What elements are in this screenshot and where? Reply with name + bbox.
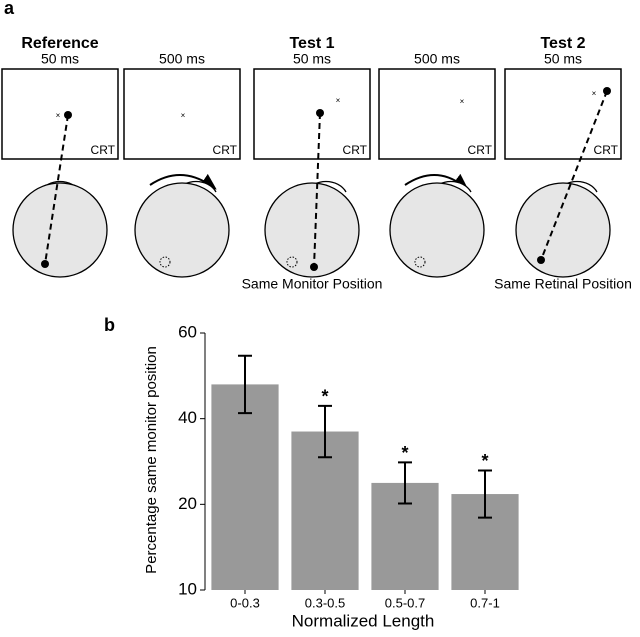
bar [211, 384, 279, 590]
previous-retinal-spot [286, 256, 298, 268]
previous-retinal-spot [159, 256, 171, 268]
fixation-x: × [56, 111, 61, 120]
condition-caption: Same Retinal Position [494, 276, 632, 292]
frame-duration: 50 ms [544, 51, 582, 67]
y-tick-label: 10 [178, 579, 197, 598]
x-tick-label: 0.5-0.7 [385, 595, 425, 610]
fixation-x: × [181, 111, 186, 120]
projection-line [313, 112, 321, 268]
fixation-x: × [336, 96, 341, 105]
projection-line [44, 114, 69, 265]
retina-dot [41, 260, 49, 268]
eye [515, 182, 611, 278]
y-tick-label: 40 [178, 408, 197, 427]
frame-title: Test 1 [289, 35, 334, 52]
y-tick-label: 20 [178, 494, 197, 513]
x-tick-label: 0.3-0.5 [305, 595, 345, 610]
significance-marker: * [401, 443, 408, 463]
monitor-frame [123, 68, 241, 160]
y-tick-label: 60 [178, 322, 197, 341]
x-tick-label: 0.7-1 [470, 595, 500, 610]
significance-marker: * [481, 451, 488, 471]
error-bar [318, 404, 332, 459]
panel-label: b [104, 315, 115, 335]
retina-dot [537, 256, 545, 264]
previous-retinal-spot [414, 256, 426, 268]
frame-title: Reference [21, 35, 98, 52]
frame-duration: 50 ms [41, 51, 79, 67]
target-dot [316, 109, 324, 117]
y-axis-title: Percentage same monitor position [143, 346, 160, 574]
fixation-x: × [460, 97, 465, 106]
frame-duration: 500 ms [414, 51, 460, 67]
eye [264, 182, 360, 278]
x-axis-title: Normalized Length [292, 611, 435, 630]
error-bar [478, 469, 492, 519]
panel-label: a [4, 0, 15, 18]
monitor-label: CRT [468, 143, 493, 157]
x-tick-label: 0-0.3 [230, 595, 260, 610]
condition-caption: Same Monitor Position [242, 276, 383, 292]
frame-title: Test 2 [540, 35, 585, 52]
eye [389, 182, 485, 278]
frame-duration: 50 ms [293, 51, 331, 67]
eye [12, 182, 108, 278]
monitor-frame [378, 68, 496, 160]
fixation-x: × [592, 89, 597, 98]
target-dot [603, 87, 611, 95]
error-bar [238, 354, 252, 415]
frame-duration: 500 ms [159, 51, 205, 67]
monitor-frame [1, 68, 119, 160]
monitor-frame [253, 68, 371, 160]
projection-line [540, 90, 608, 261]
retina-dot [310, 263, 318, 271]
monitor-label: CRT [343, 143, 368, 157]
monitor-label: CRT [213, 143, 238, 157]
monitor-label: CRT [91, 143, 116, 157]
target-dot [64, 111, 72, 119]
significance-marker: * [321, 387, 328, 407]
monitor-label: CRT [594, 143, 619, 157]
monitor-frame [504, 68, 622, 160]
error-bar [398, 461, 412, 505]
eye [134, 182, 230, 278]
